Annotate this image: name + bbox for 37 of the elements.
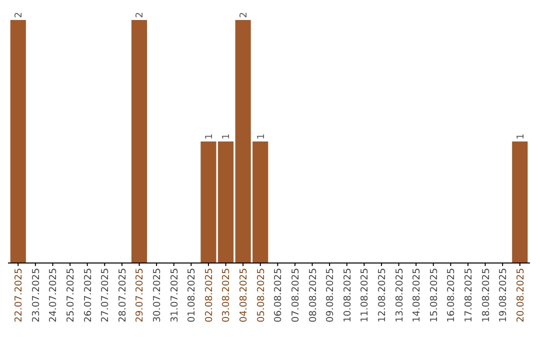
data-label: 1 — [256, 133, 267, 140]
x-tick-label: 11.08.2025 — [360, 268, 371, 322]
x-tick-label: 30.07.2025 — [152, 268, 164, 322]
x-tick-label: 17.08.2025 — [463, 268, 474, 322]
x-tick-label: 22.07.2025 — [14, 268, 25, 322]
x-tick-label: 29.07.2025 — [134, 268, 146, 322]
x-tick-label: 06.08.2025 — [273, 268, 284, 322]
x-tick-label: 03.08.2025 — [221, 268, 232, 322]
x-tick-label: 19.08.2025 — [498, 268, 510, 322]
data-label: 1 — [204, 133, 215, 140]
x-tick-label: 18.08.2025 — [480, 268, 492, 322]
x-tick-label: 16.08.2025 — [446, 268, 458, 322]
x-tick-label: 20.08.2025 — [515, 268, 526, 322]
x-tick-label: 05.08.2025 — [256, 268, 267, 322]
x-tick-label: 26.07.2025 — [82, 268, 94, 322]
data-label: 1 — [221, 133, 232, 140]
x-tick-label: 02.08.2025 — [204, 268, 215, 322]
x-tick-label: 25.07.2025 — [66, 268, 77, 322]
x-tick-label: 10.08.2025 — [342, 268, 354, 322]
x-tick-label: 08.08.2025 — [308, 268, 319, 322]
x-tick-label: 07.08.2025 — [290, 268, 302, 322]
data-label: 1 — [515, 133, 526, 140]
x-tick-label: 04.08.2025 — [238, 268, 250, 322]
x-tick-label: 13.08.2025 — [394, 268, 406, 322]
x-tick-label: 28.07.2025 — [117, 268, 128, 322]
data-label: 2 — [238, 12, 250, 18]
x-tick-label: 23.07.2025 — [30, 268, 42, 322]
x-tick-label: 24.07.2025 — [48, 268, 60, 322]
x-tick-label: 15.08.2025 — [428, 268, 440, 322]
x-tick-label: 31.07.2025 — [169, 268, 180, 322]
data-label: 2 — [14, 12, 25, 18]
x-tick-label: 14.08.2025 — [412, 268, 423, 322]
data-label: 2 — [134, 12, 146, 18]
x-tick-label: 27.07.2025 — [100, 268, 112, 322]
x-tick-label: 01.08.2025 — [186, 268, 198, 322]
x-tick-label: 12.08.2025 — [376, 268, 388, 322]
x-tick-label: 09.08.2025 — [325, 268, 336, 322]
